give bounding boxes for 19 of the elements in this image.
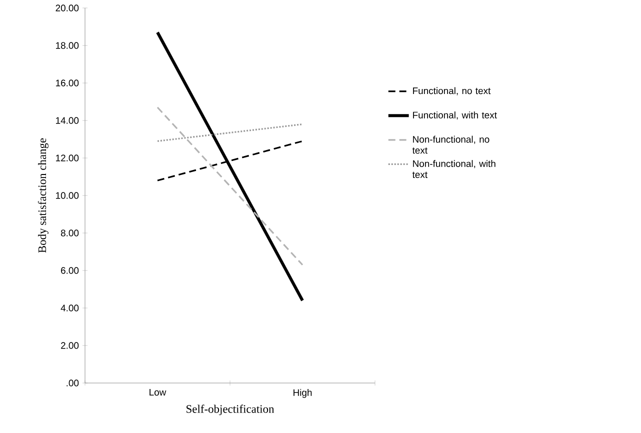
legend-label: Functional, no text — [413, 87, 491, 96]
y-tick-label: 4.00 — [60, 304, 79, 312]
legend-label: Non-functional, no text — [412, 136, 490, 154]
y-tick-label: 2.00 — [61, 342, 79, 349]
x-tick-label: High — [294, 389, 312, 398]
y-tick-label: 6.00 — [61, 267, 79, 274]
x-tick-label: Low — [150, 389, 166, 396]
y-tick-label: 10.00 — [56, 192, 79, 199]
y-tick-label: 16.00 — [56, 80, 79, 86]
y-tick-label: 14.00 — [56, 117, 79, 124]
y-tick-label: .00 — [66, 380, 79, 386]
y-tick-label: 12.00 — [56, 154, 79, 162]
y-axis-title: Body satisfaction change — [38, 138, 48, 253]
legend-label: Functional, with text — [413, 111, 497, 120]
y-tick-label: 20.00 — [56, 4, 79, 12]
y-tick-label: 18.00 — [56, 42, 79, 49]
y-tick-label: 8.00 — [60, 230, 79, 236]
x-axis-title: Self-objectification — [186, 404, 274, 416]
legend-label: Non-functional, with text — [412, 160, 496, 178]
